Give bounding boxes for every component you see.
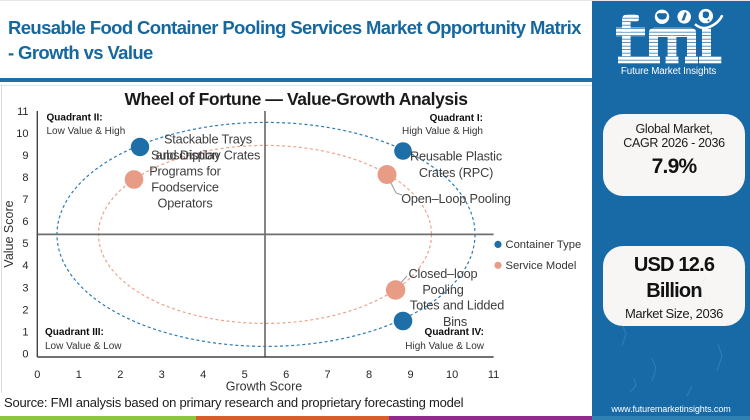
svg-text:10: 10 — [16, 128, 28, 140]
svg-text:Low Value & Low: Low Value & Low — [45, 341, 122, 352]
svg-text:4: 4 — [22, 260, 28, 272]
svg-text:Quadrant I:: Quadrant I: — [430, 113, 483, 124]
svg-text:2: 2 — [22, 304, 28, 316]
svg-text:High Value & High: High Value & High — [402, 126, 483, 137]
svg-text:Future Market Insights: Future Market Insights — [621, 66, 716, 77]
svg-text:Quadrant III:: Quadrant III: — [45, 327, 104, 338]
svg-text:Quadrant IV:: Quadrant IV: — [425, 327, 484, 338]
svg-text:Pooling: Pooling — [422, 283, 463, 297]
svg-text:Wheel of Fortune — Value-Growt: Wheel of Fortune — Value-Growth Analysis — [124, 89, 468, 109]
svg-text:0: 0 — [34, 369, 40, 381]
svg-text:5: 5 — [22, 238, 28, 250]
svg-text:Growth Score: Growth Score — [226, 380, 302, 394]
svg-text:Crates (RPC): Crates (RPC) — [419, 166, 493, 180]
svg-text:1: 1 — [76, 369, 82, 381]
svg-text:High Value & Low: High Value & Low — [405, 341, 485, 352]
svg-text:Open–Loop Pooling: Open–Loop Pooling — [401, 192, 511, 206]
svg-text:11: 11 — [488, 369, 499, 381]
svg-text:10: 10 — [446, 369, 458, 381]
svg-text:Subscription: Subscription — [151, 148, 219, 162]
svg-text:Totes and Lidded: Totes and Lidded — [410, 298, 504, 312]
svg-text:Operators: Operators — [157, 196, 212, 210]
svg-text:6: 6 — [22, 216, 28, 228]
svg-text:1: 1 — [22, 326, 28, 338]
svg-text:Closed–loop: Closed–loop — [409, 267, 478, 281]
svg-text:Value Score: Value Score — [2, 200, 16, 267]
svg-text:Quadrant II:: Quadrant II: — [47, 113, 103, 124]
svg-text:2: 2 — [117, 369, 123, 381]
svg-text:Service Model: Service Model — [506, 260, 577, 272]
svg-text:0: 0 — [22, 349, 28, 361]
svg-text:6: 6 — [283, 369, 289, 381]
svg-text:8: 8 — [22, 172, 28, 184]
svg-text:Reusable Plastic: Reusable Plastic — [410, 149, 503, 163]
svg-text:9: 9 — [22, 150, 28, 162]
svg-text:Container Type: Container Type — [506, 239, 582, 251]
svg-text:9: 9 — [408, 369, 414, 381]
svg-text:3: 3 — [159, 369, 165, 381]
svg-text:Foodservice: Foodservice — [151, 180, 219, 194]
svg-text:8: 8 — [366, 369, 372, 381]
svg-text:11: 11 — [17, 106, 28, 118]
svg-text:Stackable Trays: Stackable Trays — [164, 132, 252, 146]
svg-text:7: 7 — [22, 194, 28, 206]
svg-text:5: 5 — [242, 369, 248, 381]
svg-text:3: 3 — [22, 282, 28, 294]
svg-text:Bins: Bins — [443, 315, 467, 329]
svg-text:and Display Crates: and Display Crates — [156, 148, 261, 162]
svg-text:Programs for: Programs for — [149, 164, 221, 178]
svg-text:Low Value & High: Low Value & High — [47, 126, 126, 137]
svg-text:4: 4 — [200, 369, 206, 381]
svg-text:7: 7 — [325, 369, 331, 381]
